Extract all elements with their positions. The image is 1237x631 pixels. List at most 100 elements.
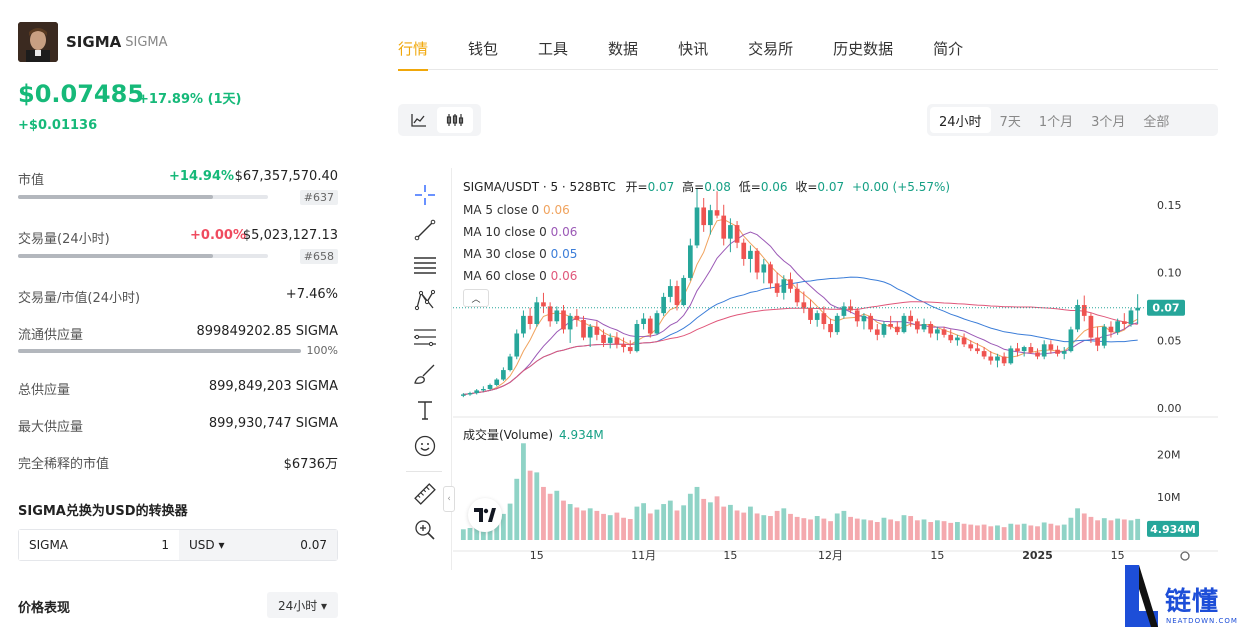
- brush-tool[interactable]: [412, 361, 438, 387]
- volume-bar: [460, 529, 466, 540]
- smiley-icon: [414, 435, 436, 457]
- zoom-tool[interactable]: [412, 517, 438, 543]
- candle-body: [901, 315, 907, 333]
- candle-body: [874, 329, 880, 335]
- candle-body: [1095, 337, 1100, 346]
- candle-body: [688, 245, 693, 278]
- range-24h[interactable]: 24小时: [930, 107, 991, 133]
- volume-bar: [641, 503, 647, 540]
- candle-body: [928, 324, 934, 334]
- volume-legend: 成交量(Volume) 4.934M: [463, 426, 604, 443]
- toolbar-divider: [406, 471, 442, 472]
- volume-bar: [834, 513, 840, 540]
- volume-bar: [1101, 518, 1107, 540]
- tab-data[interactable]: 数据: [608, 40, 639, 58]
- candle-body: [841, 306, 847, 316]
- time-tick-label: 15: [930, 549, 944, 562]
- converter-to-amount[interactable]: 0.07: [300, 538, 327, 552]
- candle-body: [961, 337, 967, 345]
- converter: SIGMA 1 USD ▾ 0.07: [18, 529, 338, 561]
- range-1m[interactable]: 1个月: [1038, 114, 1074, 130]
- volume-bar: [621, 517, 626, 540]
- stat-value: 899,849,203 SIGMA: [208, 379, 338, 394]
- volume-bar: [1068, 517, 1074, 540]
- trend-line-tool[interactable]: [412, 217, 438, 243]
- converter-from-amount[interactable]: 1: [161, 538, 169, 552]
- volume-bar: [18, 254, 268, 258]
- candlestick-chart-button[interactable]: [437, 107, 473, 133]
- volume-bar: [627, 519, 633, 540]
- tab-intro[interactable]: 简介: [933, 40, 964, 58]
- legend-collapse-button[interactable]: ︿: [463, 289, 489, 307]
- candle-body: [607, 337, 613, 343]
- stat-label: 交易量(24小时): [18, 232, 110, 247]
- fib-tool[interactable]: [412, 324, 438, 350]
- volume-bar: [494, 522, 500, 540]
- tab-history[interactable]: 历史数据: [833, 40, 894, 58]
- stat-value: $6736万: [283, 457, 338, 472]
- volume-bar: [701, 498, 707, 540]
- range-3m[interactable]: 3个月: [1091, 114, 1126, 130]
- candle-body: [461, 394, 466, 396]
- tradingview-logo[interactable]: [468, 498, 502, 532]
- coin-name: SIGMA: [66, 33, 122, 51]
- candle-body: [728, 225, 733, 239]
- tab-wallet[interactable]: 钱包: [468, 40, 499, 58]
- volume-bar: [901, 515, 907, 540]
- ma5-row: MA 5 close 0 0.06: [463, 203, 950, 217]
- candlestick-chart[interactable]: 0.15 0.10 0.05 0.00 20M 10M 0.07 4.934M 15 11月 15 1…: [453, 168, 1218, 570]
- candle-body: [601, 334, 606, 343]
- volume-bar: [1041, 522, 1047, 540]
- settings-icon: [1180, 551, 1190, 561]
- volume-bar: [561, 500, 566, 540]
- candle-body: [514, 333, 520, 357]
- volume-bar: [934, 520, 940, 540]
- performance-period-select[interactable]: 24小时 ▾: [267, 592, 338, 618]
- candle-body: [1001, 356, 1007, 364]
- crosshair-tool[interactable]: [412, 182, 438, 208]
- last-price-label: 0.07: [1152, 302, 1179, 315]
- pattern-tool[interactable]: [412, 287, 438, 313]
- range-all[interactable]: 全部: [1143, 114, 1170, 130]
- low-label: 低=: [738, 180, 761, 194]
- tab-tools[interactable]: 工具: [538, 40, 569, 58]
- emoji-tool[interactable]: [412, 433, 438, 459]
- ruler-tool[interactable]: [412, 481, 438, 507]
- candle-body: [694, 207, 700, 246]
- candle-body: [501, 370, 506, 380]
- candle-body: [948, 334, 954, 341]
- collapse-toolbar-button[interactable]: ‹: [443, 486, 455, 512]
- volume-bar: [1121, 519, 1127, 540]
- volume-bar: [647, 513, 653, 540]
- currency-select[interactable]: USD ▾: [189, 538, 225, 552]
- converter-from[interactable]: SIGMA 1: [19, 530, 179, 560]
- volume-bar: [761, 515, 767, 540]
- volume-bar: [1015, 524, 1020, 540]
- candle-body: [734, 225, 740, 243]
- volume-bar: [774, 510, 780, 540]
- text-tool[interactable]: [412, 397, 438, 423]
- tab-exchanges[interactable]: 交易所: [748, 40, 794, 58]
- ruler-icon: [414, 483, 436, 505]
- horizontal-lines-tool[interactable]: [412, 252, 438, 278]
- volume-bar: [975, 525, 980, 540]
- candle-body: [581, 319, 586, 338]
- volume-bar: [567, 504, 573, 540]
- price-change-abs: +$0.01136: [18, 118, 98, 133]
- tab-market[interactable]: 行情: [398, 30, 429, 71]
- time-range-selector: 24小时 7天 1个月 3个月 全部: [927, 104, 1218, 136]
- tab-news[interactable]: 快讯: [678, 40, 709, 58]
- chart-type-toggle: [398, 104, 481, 136]
- candle-body: [1121, 321, 1127, 324]
- ma30-row: MA 30 close 0 0.05: [463, 247, 950, 261]
- converter-to[interactable]: USD ▾ 0.07: [179, 530, 337, 560]
- open-value: 0.07: [647, 180, 675, 194]
- volume-bar: [594, 510, 600, 540]
- volume-bar: [541, 486, 546, 540]
- range-7d[interactable]: 7天: [999, 114, 1021, 130]
- volume-bar: [1135, 518, 1141, 540]
- line-chart-button[interactable]: [401, 107, 437, 133]
- volume-bar: [1108, 520, 1114, 540]
- brand-name: 链懂: [1165, 587, 1220, 617]
- candle-body: [1035, 352, 1040, 357]
